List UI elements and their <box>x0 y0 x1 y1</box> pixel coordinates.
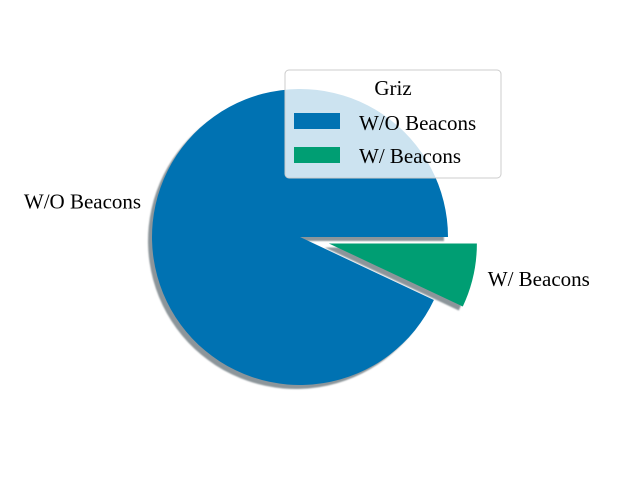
slice-label-without-beacons: W/O Beacons <box>24 189 141 213</box>
legend: Griz W/O Beacons W/ Beacons <box>284 69 502 179</box>
legend-title: Griz <box>374 76 411 100</box>
pie-slice-with-beacons <box>328 243 477 307</box>
legend-swatch-with-beacons <box>294 147 340 163</box>
legend-swatch-without-beacons <box>294 113 340 129</box>
slice-labels: W/O Beacons W/ Beacons <box>24 189 590 290</box>
slice-label-with-beacons: W/ Beacons <box>488 267 590 291</box>
legend-entry-without-beacons: W/O Beacons <box>359 111 476 135</box>
legend-entry-with-beacons: W/ Beacons <box>359 144 461 168</box>
